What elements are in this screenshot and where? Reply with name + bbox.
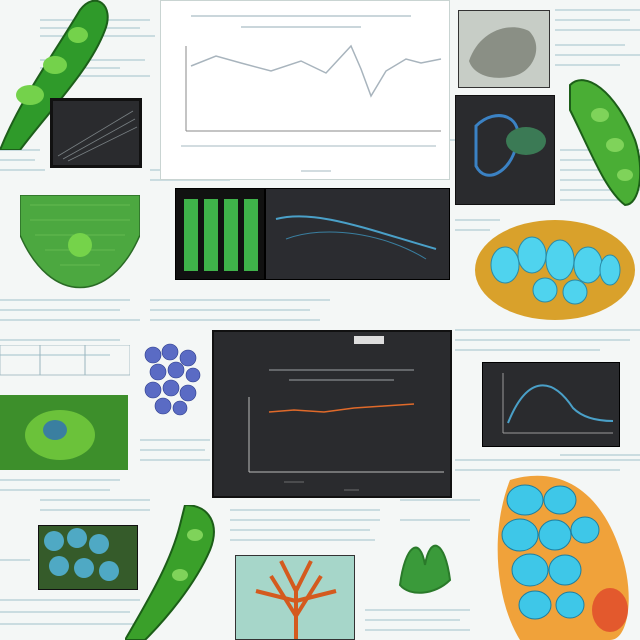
tissue-icon bbox=[398, 544, 452, 594]
cell-cluster-icon bbox=[475, 220, 635, 320]
grid-table bbox=[0, 345, 130, 376]
dark-chart-panel bbox=[212, 330, 452, 498]
vial-image bbox=[175, 188, 265, 280]
anatomy-image bbox=[455, 95, 555, 205]
molecule-cluster-icon bbox=[144, 343, 201, 416]
dark-image-thumbnail bbox=[50, 98, 142, 168]
coral-icon bbox=[255, 560, 337, 639]
green-cell-image bbox=[0, 395, 128, 470]
stem-organism-icon bbox=[125, 505, 215, 640]
coral-image bbox=[235, 555, 355, 640]
cell-grid-image bbox=[38, 525, 138, 590]
specimen-image-top-right bbox=[458, 10, 550, 88]
cell-mass-icon bbox=[497, 475, 629, 640]
curve-diagram bbox=[265, 188, 450, 280]
elongated-cell-icon bbox=[569, 79, 640, 207]
line-chart-panel bbox=[160, 0, 450, 180]
small-curve-chart bbox=[482, 362, 620, 447]
mesh-tissue-icon bbox=[20, 195, 140, 289]
